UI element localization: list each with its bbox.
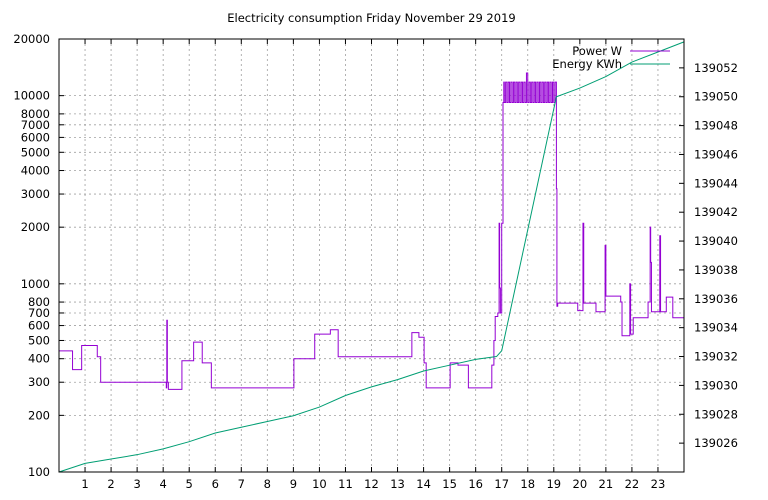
- x-tick-label: 7: [238, 477, 245, 491]
- y-tick-label: 7000: [21, 118, 50, 132]
- y2-tick-label: 139036: [694, 292, 738, 306]
- y-tick-label: 5000: [21, 145, 50, 159]
- series-line-energy: [58, 41, 685, 473]
- x-tick-label: 16: [468, 477, 483, 491]
- y-tick-label: 200: [28, 408, 50, 422]
- y-tick-label: 100: [28, 465, 50, 479]
- x-tick-label: 22: [625, 477, 640, 491]
- y2-tick-label: 139030: [694, 378, 738, 392]
- x-tick-label: 2: [107, 477, 114, 491]
- x-tick-label: 8: [264, 477, 271, 491]
- y2-tick-label: 139034: [694, 321, 738, 335]
- y-tick-label: 6000: [21, 130, 50, 144]
- y-tick-label: 800: [28, 295, 50, 309]
- y2-tick-label: 139044: [694, 176, 738, 190]
- y-tick-label: 400: [28, 352, 50, 366]
- chart-title: Electricity consumption Friday November …: [227, 11, 515, 25]
- x-tick-label: 11: [338, 477, 353, 491]
- legend-label-power: Power W: [572, 44, 622, 58]
- y2-tick-label: 139052: [694, 61, 738, 75]
- y-tick-label: 10000: [13, 89, 50, 103]
- legend: Power W Energy KWh: [552, 44, 670, 71]
- y2-tick-label: 139032: [694, 350, 738, 364]
- grid-lines: [59, 39, 684, 472]
- legend-label-energy: Energy KWh: [552, 57, 622, 71]
- x-tick-label: 14: [416, 477, 431, 491]
- x-tick-label: 10: [312, 477, 327, 491]
- y-tick-label: 8000: [21, 107, 50, 121]
- y-tick-label: 500: [28, 333, 50, 347]
- y-tick-label: 700: [28, 306, 50, 320]
- x-tick-label: 13: [390, 477, 405, 491]
- y2-tick-label: 139026: [694, 436, 738, 450]
- x-tick-label: 6: [212, 477, 219, 491]
- x-tick-label: 5: [186, 477, 193, 491]
- y2-tick-label: 139048: [694, 119, 738, 133]
- x-tick-label: 17: [494, 477, 509, 491]
- y-tick-label: 600: [28, 319, 50, 333]
- y2-tick-label: 139042: [694, 205, 738, 219]
- y2-tick-label: 139028: [694, 407, 738, 421]
- y2-tick-label: 139050: [694, 90, 738, 104]
- y-tick-label: 2000: [21, 220, 50, 234]
- x-tick-label: 20: [573, 477, 588, 491]
- series-line-power: [59, 72, 684, 390]
- x-tick-label: 9: [290, 477, 297, 491]
- y-tick-label: 300: [28, 375, 50, 389]
- y-tick-label: 4000: [21, 164, 50, 178]
- y-tick-label: 3000: [21, 187, 50, 201]
- x-tick-label: 4: [160, 477, 167, 491]
- x-tick-label: 3: [133, 477, 140, 491]
- x-tick-label: 18: [520, 477, 535, 491]
- y2-tick-label: 139038: [694, 263, 738, 277]
- x-tick-label: 12: [364, 477, 379, 491]
- x-tick-label: 21: [599, 477, 614, 491]
- y-tick-label: 20000: [13, 32, 50, 46]
- tick-layer: 1 2 3 4 5 6 7 8 9 10 11 12 13 14 15 16 17 18 19 20 21 22 23100…: [13, 32, 738, 491]
- x-tick-label: 19: [546, 477, 561, 491]
- y2-tick-label: 139040: [694, 234, 738, 248]
- x-tick-label: 23: [651, 477, 666, 491]
- series-layer: [58, 41, 685, 473]
- x-tick-label: 1: [81, 477, 88, 491]
- y-tick-label: 1000: [21, 277, 50, 291]
- x-tick-label: 15: [442, 477, 457, 491]
- y2-tick-label: 139046: [694, 147, 738, 161]
